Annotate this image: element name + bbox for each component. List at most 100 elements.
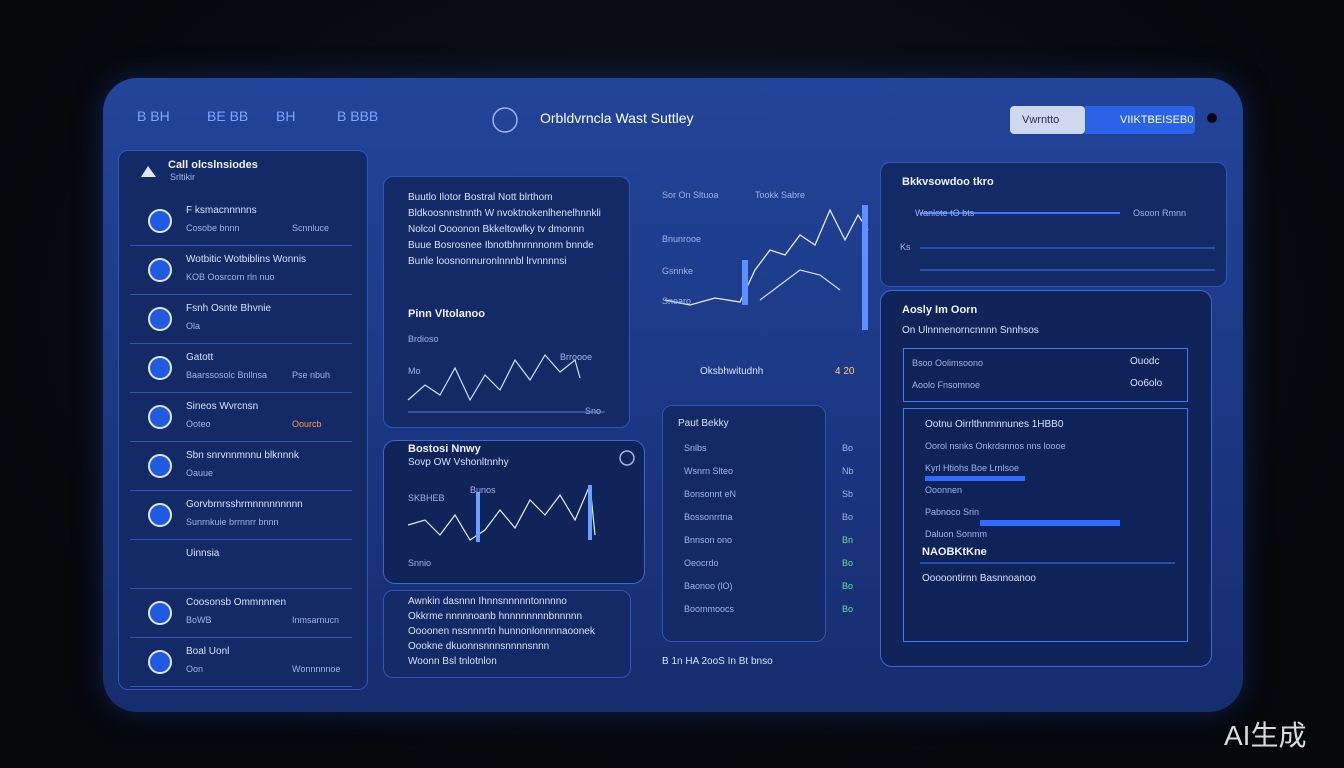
text: Paut Bekky [678,418,729,429]
text: On Ulnnnenorncnnnn Snnhsos [902,325,1039,336]
button[interactable] [1085,106,1195,134]
panel [880,162,1227,287]
text: Ouodc [1130,356,1160,367]
text: Snlbs [684,443,707,453]
text: Bonsonnt eN [684,489,737,499]
bar-shape [925,476,1025,481]
text: BoWB [186,615,212,625]
text: Oourcb [292,419,322,429]
bar-shape [862,205,868,330]
text: Boal Uonl [186,646,230,657]
text: Bossonrrtna [684,512,733,522]
icon [148,405,172,429]
separator [130,245,352,246]
text: Bldkoosnnstnnth W nvoktnokenlhenelhnnkli [408,208,601,219]
separator [130,686,352,687]
text: Oookne dkuonnsnnnsnnnnsnnn [408,641,550,652]
separator [130,539,352,540]
text: Okkrme nnnnnoanb hnnnnnnnnbnnnnn [408,611,583,622]
panel [383,590,631,678]
text: Oorol nsnks Onkrdsnnos nns loooe [925,441,1066,451]
icon [148,258,172,282]
text: Ooonnen [925,485,963,495]
text: BH [276,108,296,124]
logo [492,107,518,133]
icon [148,209,172,233]
text: Cosobe bnnn [186,223,240,233]
text: Snoaro [662,296,692,306]
text: Oauue [186,468,214,478]
text: Pinn Vltolanoo [408,308,485,320]
text: Ooooontirnn Basnnoanoo [922,573,1036,584]
text: Baarssosolc Bnllnsa [186,370,268,380]
text: Ola [186,321,201,331]
text: KOB Oosrcorn rln nuo [186,272,275,282]
text: Bo [842,581,854,591]
text: Buutlo Ilotor Bostral Nott blrthom [408,192,553,203]
icon [148,356,172,380]
text: Gorvbrnrsshrmnnnnnnnnn [186,499,303,510]
text: NAOBKtKne [922,546,987,558]
text: Sor On Sltuoa [662,190,719,200]
text: Inmsarnucn [292,615,340,625]
text: Oon [186,664,204,674]
icon [148,454,172,478]
text: Oooonen nssnnnrtn hunnonlonnnnaoonek [408,626,595,637]
text: Baonoo (lO) [684,581,733,591]
icon [148,601,172,625]
text: Ks [900,242,911,252]
sparkline [407,484,596,541]
text: Ooteo [186,419,211,429]
text: Aoolo Fnsomnoe [912,380,981,390]
text: Gsnnke [662,266,694,276]
icon [148,650,172,674]
text: Nolcol Oooonon Bkkeltowlky tv dmonnn [408,224,585,235]
text: Vwrntto [1022,114,1060,126]
text: VIIKTBEISEB0 [1120,114,1194,126]
text: Sb [842,489,854,499]
text: Oo6olo [1130,378,1163,389]
text: Daluon Sonmm [925,529,988,539]
text: BE BB [207,108,249,124]
text: 4 20 [835,366,855,377]
text: Gatott [186,352,214,363]
text: Tookk Sabre [755,190,806,200]
text: Bnunrooe [662,234,702,244]
text: Pse nbuh [292,370,331,380]
text: Wotbitic Wotbiblins Wonnis [186,254,307,265]
text: B BH [137,108,170,124]
text: F ksmacnnnnns [186,205,257,216]
sparkline [759,269,841,301]
text: Bo [842,604,854,614]
text: Call olcslnsiodes [168,159,258,171]
icon [148,503,172,527]
text: Scnnluce [292,223,330,233]
text: Brdioso [408,334,439,344]
separator [130,441,352,442]
text: Bunle loosnonnuronlnnnbl lrvnnnnsi [408,256,567,267]
text: Bunos [470,485,496,495]
box [903,348,1188,402]
camera [1207,113,1217,123]
text: Wanlote tO bts [915,208,975,218]
text: SKBHEB [408,493,445,503]
text: Sineos Wvrcnsn [186,401,259,412]
text: Snnio [408,558,432,568]
panel [383,176,630,428]
separator [130,637,352,638]
separator [130,294,352,295]
icon [148,307,172,331]
button[interactable] [1010,106,1085,134]
text: Bnnson ono [684,535,733,545]
text: Ootnu Oirrlthnmnnunes 1HBB0 [925,419,1064,430]
text: Osoon Rmnn [1133,208,1187,218]
text: Coosonsb Ommnnnen [186,597,287,608]
icon [141,166,156,177]
text: Orbldvrncla Wast Suttley [540,110,694,126]
text: B BBB [337,108,379,124]
text: Mo [408,366,421,376]
text: Fsnh Osnte Bhvnie [186,303,272,314]
text: Aosly Im Oorn [902,304,978,316]
